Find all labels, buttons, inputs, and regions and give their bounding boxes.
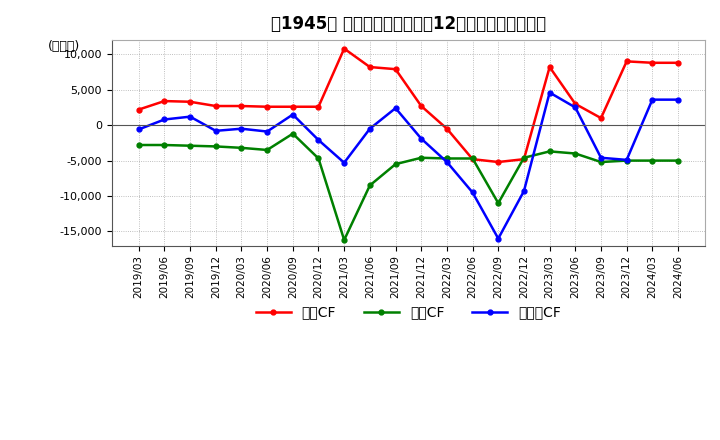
フリーCF	[366, 126, 374, 132]
営業CF	[186, 99, 194, 104]
営業CF	[366, 64, 374, 70]
営業CF	[135, 107, 143, 112]
営業CF	[212, 103, 220, 109]
営業CF	[597, 115, 606, 121]
フリーCF	[160, 117, 168, 122]
営業CF	[160, 99, 168, 104]
フリーCF	[443, 159, 451, 165]
投資CF	[340, 237, 348, 242]
投資CF	[468, 156, 477, 161]
投資CF	[571, 151, 580, 156]
投資CF	[289, 131, 297, 136]
フリーCF	[340, 160, 348, 165]
投資CF	[366, 183, 374, 188]
投資CF	[237, 145, 246, 150]
営業CF	[545, 64, 554, 70]
営業CF	[314, 104, 323, 110]
投資CF	[494, 201, 503, 206]
Legend: 営業CF, 投資CF, フリーCF: 営業CF, 投資CF, フリーCF	[251, 300, 567, 325]
フリーCF	[648, 97, 657, 102]
フリーCF	[417, 136, 426, 141]
フリーCF	[391, 106, 400, 111]
フリーCF	[186, 114, 194, 119]
投資CF	[212, 144, 220, 149]
営業CF	[340, 46, 348, 51]
営業CF	[468, 157, 477, 162]
営業CF	[571, 101, 580, 106]
Line: フリーCF: フリーCF	[136, 90, 680, 241]
Line: 投資CF: 投資CF	[136, 131, 680, 242]
フリーCF	[212, 128, 220, 133]
投資CF	[314, 156, 323, 161]
投資CF	[135, 143, 143, 148]
営業CF	[391, 66, 400, 72]
投資CF	[263, 147, 271, 153]
投資CF	[545, 149, 554, 154]
フリーCF	[622, 157, 631, 162]
フリーCF	[545, 90, 554, 95]
フリーCF	[571, 105, 580, 110]
営業CF	[263, 104, 271, 110]
営業CF	[443, 126, 451, 132]
投資CF	[622, 158, 631, 163]
フリーCF	[135, 127, 143, 132]
営業CF	[520, 157, 528, 162]
営業CF	[289, 104, 297, 110]
投資CF	[648, 158, 657, 163]
フリーCF	[237, 126, 246, 132]
投資CF	[443, 156, 451, 161]
フリーCF	[494, 236, 503, 241]
投資CF	[674, 158, 683, 163]
Y-axis label: (百万円): (百万円)	[48, 40, 81, 53]
投資CF	[391, 161, 400, 167]
Line: 営業CF: 営業CF	[136, 46, 680, 165]
営業CF	[674, 60, 683, 66]
Title: 　1945、 キャッシュフローの12か月移動合計の推移: 1945、 キャッシュフローの12か月移動合計の推移	[271, 15, 546, 33]
投資CF	[417, 155, 426, 161]
フリーCF	[674, 97, 683, 102]
営業CF	[237, 103, 246, 109]
営業CF	[417, 103, 426, 109]
フリーCF	[289, 112, 297, 117]
フリーCF	[263, 129, 271, 134]
フリーCF	[597, 155, 606, 161]
営業CF	[494, 159, 503, 165]
投資CF	[186, 143, 194, 148]
営業CF	[622, 59, 631, 64]
フリーCF	[520, 188, 528, 194]
投資CF	[597, 159, 606, 165]
フリーCF	[468, 190, 477, 195]
フリーCF	[314, 137, 323, 143]
投資CF	[520, 155, 528, 161]
投資CF	[160, 143, 168, 148]
営業CF	[648, 60, 657, 66]
